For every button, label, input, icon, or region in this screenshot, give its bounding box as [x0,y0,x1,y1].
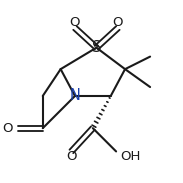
Text: O: O [3,122,13,135]
Text: OH: OH [121,150,141,163]
Text: S: S [92,40,101,55]
Text: O: O [113,16,123,29]
Text: O: O [70,16,80,29]
Text: N: N [70,88,80,103]
Text: O: O [66,150,77,163]
